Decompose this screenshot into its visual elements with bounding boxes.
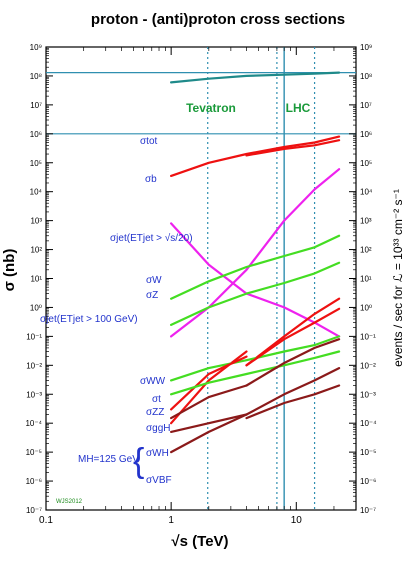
y-axis-label-left: σ (nb)	[1, 249, 18, 292]
series-layer	[171, 73, 339, 453]
series-line-7-1	[247, 309, 340, 366]
brace-glyph: {	[133, 442, 144, 480]
series-line-0-0	[171, 73, 339, 83]
series-line-2-0	[171, 169, 339, 336]
y-tick-label-left: 10⁻⁴	[25, 419, 42, 428]
y-axis-label-right: events / sec for ℒ = 10³³ cm⁻² s⁻¹	[391, 189, 405, 367]
series-line-10-0	[171, 415, 246, 432]
y-tick-label-left: 10⁻¹	[26, 332, 42, 341]
x-tick-label: 1	[168, 515, 174, 526]
x-tick-label: 0.1	[39, 515, 53, 526]
y-tick-label-left: 10⁷	[30, 101, 42, 110]
y-tick-label-right: 10⁷	[360, 101, 372, 110]
y-tick-label-left: 10²	[30, 246, 42, 255]
y-tick-label-left: 10⁶	[30, 130, 42, 139]
y-tick-label-left: 10⁻⁷	[26, 506, 42, 515]
y-tick-label-left: 10⁻²	[26, 361, 42, 370]
y-tick-label-right: 10⁻⁴	[360, 419, 377, 428]
series-label: σWW	[140, 376, 166, 387]
y-tick-label-right: 10⁻¹	[360, 332, 376, 341]
y-tick-label-right: 10³	[360, 217, 372, 226]
y-tick-label-left: 10⁻³	[26, 390, 42, 399]
y-tick-label-left: 10⁸	[30, 72, 42, 81]
y-tick-label-right: 10⁵	[360, 159, 372, 168]
series-label: σtot	[140, 136, 158, 147]
y-tick-label-left: 10⁹	[30, 43, 42, 52]
y-tick-label-right: 10⁴	[360, 188, 373, 197]
series-label: σt	[152, 394, 161, 405]
y-tick-label-right: 10⁻⁶	[360, 477, 376, 486]
y-tick-label-left: 10¹	[30, 275, 42, 284]
y-tick-label-left: 10³	[30, 217, 42, 226]
author-credit: WJS2012	[56, 499, 83, 505]
y-tick-label-left: 10⁰	[30, 303, 42, 312]
higgs-mass-annotation: MH=125 GeV	[78, 454, 139, 465]
region-label: Tevatron	[186, 101, 236, 115]
y-tick-label-left: 10⁴	[30, 188, 43, 197]
series-label: σWH	[146, 448, 169, 459]
x-axis-label: √s (TeV)	[171, 533, 228, 550]
y-tick-label-right: 10⁻²	[360, 361, 376, 370]
y-tick-label-right: 10⁻³	[360, 390, 376, 399]
series-label: σjet(ETjet > √s/20)	[110, 232, 193, 244]
series-label: σVBF	[146, 475, 172, 486]
y-tick-label-left: 10⁻⁵	[26, 448, 42, 457]
y-tick-label-right: 10¹	[360, 275, 372, 284]
y-tick-label-left: 10⁵	[30, 159, 42, 168]
chart-title: proton - (anti)proton cross sections	[91, 11, 345, 28]
y-tick-label-right: 10⁶	[360, 130, 372, 139]
series-label: σjet(ETjet > 100 GeV)	[40, 314, 138, 325]
x-tick-label: 10	[291, 515, 303, 526]
series-label: σggH	[146, 423, 171, 434]
y-tick-label-right: 10⁻⁷	[360, 506, 376, 515]
y-tick-label-left: 10⁻⁶	[26, 477, 42, 486]
series-label: σb	[145, 174, 157, 185]
reference-lines	[46, 47, 356, 510]
series-line-11-0	[171, 415, 246, 453]
series-label: σW	[146, 275, 162, 286]
series-line-3-0	[171, 236, 339, 299]
y-tick-label-right: 10⁰	[360, 303, 372, 312]
y-tick-label-right: 10²	[360, 246, 372, 255]
series-line-1-1	[247, 140, 340, 155]
y-tick-label-right: 10⁻⁵	[360, 448, 376, 457]
y-tick-label-right: 10⁹	[360, 43, 372, 52]
series-line-2-1	[171, 223, 339, 336]
series-label: σZZ	[146, 407, 164, 418]
region-label: LHC	[286, 101, 311, 115]
series-line-1-0	[171, 137, 339, 176]
y-tick-label-right: 10⁸	[360, 72, 372, 81]
series-label: σZ	[146, 290, 158, 301]
plot-frame	[46, 47, 356, 510]
